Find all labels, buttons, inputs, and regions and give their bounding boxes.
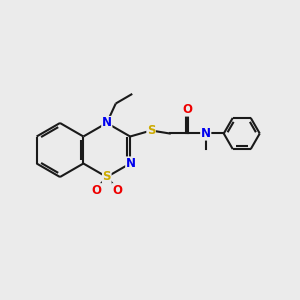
Text: N: N [201,127,211,140]
Text: N: N [126,157,136,170]
Text: S: S [103,170,111,184]
Text: O: O [112,184,122,197]
Text: O: O [183,103,193,116]
Text: N: N [102,116,112,130]
Text: O: O [92,184,102,197]
Text: S: S [147,124,155,137]
